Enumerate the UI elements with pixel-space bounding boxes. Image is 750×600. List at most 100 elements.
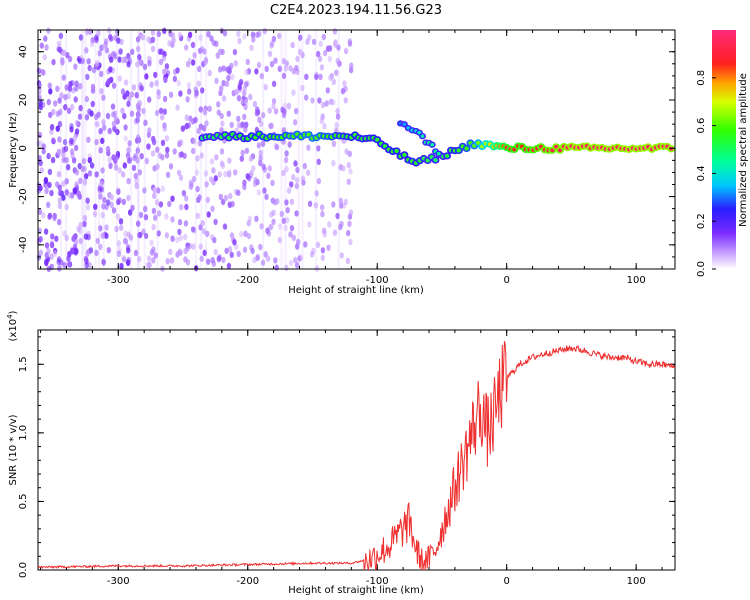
spectrogram-x-tick-label: 100	[627, 275, 646, 286]
spectrogram-main-trace-point	[669, 146, 674, 151]
spectrogram-frame	[37, 29, 676, 270]
spectrogram-noise-stripe	[80, 30, 83, 269]
spectrogram-noise-cell	[136, 220, 141, 227]
spectrogram-noise-cell	[305, 169, 311, 176]
spectrogram-noise-cell	[201, 125, 207, 132]
spectrogram-noise-cell	[195, 185, 200, 193]
spectrogram-noise-cell	[338, 164, 343, 171]
spectrogram-noise-cell	[135, 147, 140, 154]
spectrogram-noise-cell	[73, 96, 78, 103]
spectrogram-noise-cell	[289, 224, 295, 232]
spectrogram-noise-cell	[84, 262, 89, 269]
spectrogram-noise-cell	[94, 249, 99, 257]
spectrogram-noise-cell	[226, 262, 232, 270]
spectrogram-noise-cell	[285, 207, 290, 214]
spectrogram-y-tick-label: -20	[18, 188, 29, 204]
spectrogram-noise-cell	[66, 107, 72, 115]
snr-series-line	[37, 340, 676, 572]
spectrogram-x-ticks: -300 -200 -100 0 100	[40, 30, 663, 286]
spectrogram-noise-cell	[116, 188, 121, 195]
spectrogram-noise-cell	[175, 251, 180, 258]
spectrogram-noise-cell	[220, 120, 225, 127]
spectrogram-noise-cell	[82, 179, 88, 186]
spectrogram-noise-cell	[46, 152, 51, 160]
spectrogram-noise-cell	[102, 43, 107, 50]
spectrogram-noise-cell	[126, 147, 131, 154]
spectrogram-noise-cell	[108, 66, 113, 73]
spectrogram-noise-cell	[210, 257, 215, 264]
spectrogram-noise-cell	[164, 232, 169, 239]
spectrogram-noise-cell	[117, 246, 122, 254]
spectrogram-noise-cell	[117, 197, 122, 204]
spectrogram-noise-cell	[47, 82, 52, 89]
spectrogram-trace-layer	[198, 120, 676, 167]
spectrogram-noise-cell	[57, 136, 62, 143]
spectrogram-noise-cell	[113, 157, 118, 164]
spectrogram-noise-cell	[192, 52, 197, 59]
spectrogram-noise-cell	[89, 162, 95, 169]
spectrogram-noise-cell	[61, 74, 66, 81]
spectrogram-noise-cell	[203, 56, 209, 63]
spectrogram-noise-cell	[245, 173, 250, 180]
spectrogram-noise-cell	[98, 147, 103, 154]
spectrogram-noise-cell	[226, 110, 231, 117]
spectrogram-main-trace-point	[433, 158, 438, 163]
spectrogram-noise-cell	[154, 109, 160, 117]
spectrogram-noise-cell	[146, 143, 151, 150]
spectrogram-noise-cell	[151, 135, 156, 143]
spectrogram-noise-cell	[284, 166, 289, 173]
spectrogram-noise-cell	[331, 201, 336, 208]
spectrogram-noise-cell	[123, 238, 129, 245]
spectrogram-noise-cell	[197, 194, 202, 201]
spectrogram-noise-cell	[56, 148, 62, 156]
spectrogram-noise-cell	[67, 250, 72, 258]
spectrogram-noise-cell	[156, 30, 161, 38]
spectrogram-noise-cell	[240, 149, 245, 157]
spectrogram-noise-cell	[134, 182, 139, 190]
snr-y-tick-label: 1.5	[18, 356, 29, 372]
snr-frame	[37, 329, 676, 571]
spectrogram-noise-cell	[78, 83, 83, 90]
spectrogram-noise-cell	[234, 243, 239, 251]
spectrogram-noise-cell	[165, 171, 171, 178]
spectrogram-noise-cell	[81, 157, 87, 165]
spectrogram-noise-cell	[249, 44, 254, 51]
spectrogram-noise-cell	[115, 213, 121, 220]
spectrogram-noise-cell	[230, 200, 235, 208]
spectrogram-noise-cell	[284, 199, 289, 206]
spectrogram-noise-cell	[218, 66, 223, 73]
spectrogram-noise-cell	[227, 157, 232, 164]
spectrogram-main-trace-point	[394, 149, 399, 153]
spectrogram-noise-cell	[293, 256, 298, 264]
spectrogram-noise-cell	[84, 95, 90, 103]
spectrogram-noise-cell	[69, 123, 74, 130]
spectrogram-noise-cell	[271, 209, 276, 216]
colorbar-gradient	[712, 30, 736, 269]
spectrogram-noise-cell	[237, 37, 242, 45]
spectrogram-noise-stripe	[280, 30, 283, 269]
spectrogram-noise-cell	[59, 92, 64, 99]
spectrogram-noise-cell	[184, 114, 189, 121]
spectrogram-noise-cell	[100, 167, 105, 174]
spectrogram-noise-cell	[136, 106, 142, 113]
spectrogram-noise-cell	[147, 60, 152, 67]
spectrogram-noise-cell	[44, 252, 49, 259]
spectrogram-noise-cell	[44, 44, 49, 51]
spectrogram-noise-cell	[236, 122, 242, 129]
spectrogram-noise-cell	[144, 157, 149, 165]
spectrogram-noise-cell	[250, 31, 256, 38]
spectrogram-noise-cell	[64, 234, 69, 242]
spectrogram-noise-cell	[126, 231, 131, 238]
spectrogram-noise-cell	[348, 238, 353, 246]
spectrogram-noise-cell	[113, 115, 119, 123]
spectrogram-noise-cell	[197, 140, 203, 147]
spectrogram-noise-layer	[36, 27, 354, 273]
spectrogram-noise-cell	[250, 247, 255, 255]
spectrogram-y-tick-label: -40	[18, 237, 29, 253]
spectrogram-noise-cell	[57, 218, 62, 226]
spectrogram-noise-cell	[98, 225, 103, 232]
spectrogram-noise-cell	[118, 218, 124, 225]
spectrogram-noise-cell	[85, 249, 91, 256]
spectrogram-noise-cell	[348, 168, 353, 175]
colorbar-tick-label: 0.0	[696, 261, 707, 277]
